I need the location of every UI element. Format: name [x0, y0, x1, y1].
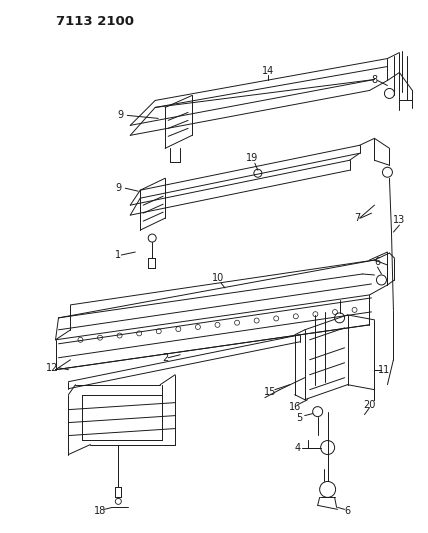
- Text: 19: 19: [246, 154, 258, 163]
- Text: 10: 10: [212, 273, 224, 283]
- Text: 9: 9: [117, 110, 123, 120]
- Text: 20: 20: [363, 400, 376, 410]
- Text: 4: 4: [294, 442, 301, 453]
- Text: 14: 14: [262, 66, 274, 76]
- Text: 5: 5: [297, 413, 303, 423]
- Text: 12: 12: [46, 363, 59, 373]
- Text: 7113 2100: 7113 2100: [56, 15, 134, 28]
- Text: 18: 18: [94, 506, 107, 516]
- Text: 13: 13: [393, 215, 405, 225]
- Text: 7: 7: [354, 213, 361, 223]
- Text: 9: 9: [115, 183, 122, 193]
- Text: 16: 16: [288, 402, 301, 411]
- Text: 8: 8: [372, 76, 377, 85]
- Text: 1: 1: [115, 250, 122, 260]
- Text: 6: 6: [374, 257, 380, 267]
- Text: 6: 6: [345, 506, 351, 516]
- Text: 2: 2: [162, 353, 168, 363]
- Text: 11: 11: [378, 365, 391, 375]
- Text: 15: 15: [264, 386, 276, 397]
